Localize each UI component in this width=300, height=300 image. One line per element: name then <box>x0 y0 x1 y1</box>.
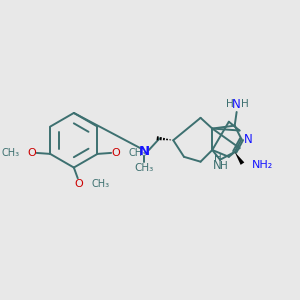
Text: H: H <box>241 99 248 109</box>
Text: O: O <box>112 148 120 158</box>
Text: N: N <box>244 133 253 146</box>
Text: N: N <box>139 146 150 158</box>
Text: CH₃: CH₃ <box>129 148 147 158</box>
Text: H: H <box>220 160 228 171</box>
Text: N: N <box>213 159 221 172</box>
Text: H: H <box>214 153 222 163</box>
Text: N: N <box>232 98 241 111</box>
Text: O: O <box>27 148 36 158</box>
Text: CH₃: CH₃ <box>134 163 154 172</box>
Text: NH₂: NH₂ <box>252 160 274 170</box>
Text: O: O <box>74 179 83 189</box>
Polygon shape <box>235 152 244 165</box>
Text: CH₃: CH₃ <box>2 148 20 158</box>
Text: H: H <box>226 99 234 109</box>
Text: CH₃: CH₃ <box>92 179 110 189</box>
